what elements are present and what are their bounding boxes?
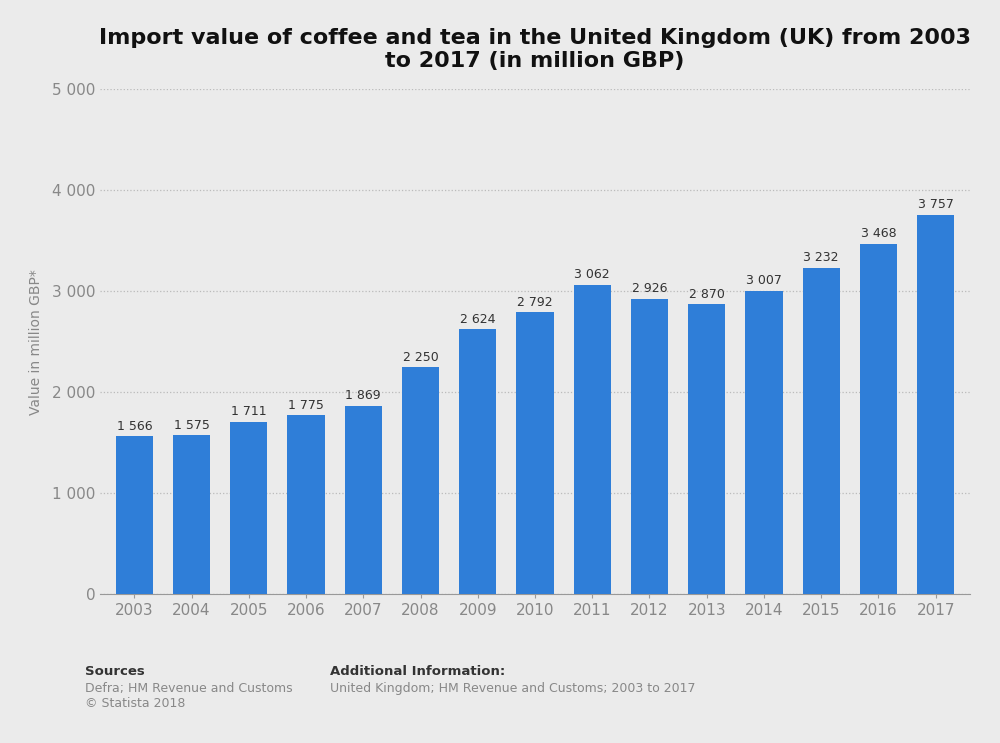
Text: 1 775: 1 775 [288,398,324,412]
Bar [745,291,783,594]
Text: 3 232: 3 232 [803,251,839,265]
Text: 3 757: 3 757 [918,198,954,211]
Bar [631,299,668,594]
Text: 3 062: 3 062 [574,268,610,282]
Bar [402,367,439,594]
Text: 1 869: 1 869 [345,389,381,402]
Text: 3 468: 3 468 [861,227,896,241]
Y-axis label: Value in million GBP*: Value in million GBP* [29,269,43,415]
Bar [574,285,611,594]
Text: Additional Information:: Additional Information: [330,665,505,678]
Text: 2 624: 2 624 [460,313,496,325]
Bar [459,329,496,594]
Text: 1 575: 1 575 [174,419,210,432]
Title: Import value of coffee and tea in the United Kingdom (UK) from 2003
to 2017 (in : Import value of coffee and tea in the Un… [99,27,971,71]
Bar [230,421,267,594]
Bar [516,312,554,594]
Text: Sources: Sources [85,665,145,678]
Bar [917,215,954,594]
Bar [173,435,210,594]
Text: 1 566: 1 566 [117,420,152,432]
Text: 2 926: 2 926 [632,282,667,295]
Text: 2 870: 2 870 [689,288,725,301]
Text: 2 250: 2 250 [403,351,438,363]
Bar [116,436,153,594]
Bar [688,305,725,594]
Bar [803,267,840,594]
Bar [287,415,325,594]
Text: Defra; HM Revenue and Customs
© Statista 2018: Defra; HM Revenue and Customs © Statista… [85,682,293,710]
Text: 3 007: 3 007 [746,274,782,287]
Bar [860,244,897,594]
Text: 2 792: 2 792 [517,296,553,309]
Bar [345,406,382,594]
Text: 1 711: 1 711 [231,405,267,418]
Text: United Kingdom; HM Revenue and Customs; 2003 to 2017: United Kingdom; HM Revenue and Customs; … [330,682,696,695]
